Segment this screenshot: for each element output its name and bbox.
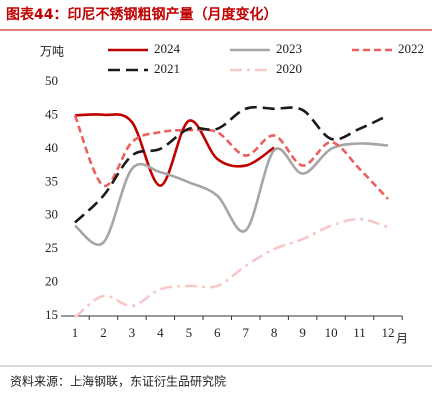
legend-label: 2024	[154, 41, 181, 56]
y-tick-label: 20	[45, 274, 58, 289]
legend-label: 2023	[276, 41, 302, 56]
y-tick-label: 25	[45, 240, 58, 255]
x-tick-label: 4	[157, 325, 164, 340]
x-tick-label: 5	[186, 325, 193, 340]
x-tick-label: 3	[129, 325, 136, 340]
y-unit: 万吨	[40, 45, 64, 59]
series-line	[74, 217, 389, 319]
x-axis-label: 月	[396, 332, 408, 346]
x-tick-label: 6	[214, 325, 221, 340]
x-tick-label: 11	[353, 325, 366, 340]
y-tick-label: 40	[45, 140, 58, 155]
x-tick-label: 8	[271, 325, 278, 340]
source: 资料来源：上海钢联，东证衍生品研究院	[10, 374, 226, 389]
x-tick-label: 10	[325, 325, 338, 340]
x-tick-label: 7	[242, 325, 249, 340]
series-line	[74, 105, 389, 224]
legend-label: 2022	[398, 41, 424, 56]
y-tick-label: 15	[45, 307, 58, 322]
series-line	[73, 114, 389, 200]
x-tick-label: 2	[100, 325, 107, 340]
y-tick-label: 50	[45, 73, 58, 88]
series-line	[74, 142, 389, 246]
legend-label: 2020	[276, 61, 302, 76]
x-tick-label: 1	[72, 325, 79, 340]
chart-title: 图表44：印尼不锈钢粗钢产量（月度变化）	[6, 6, 277, 23]
y-tick-label: 45	[45, 106, 58, 121]
x-tick-label: 9	[299, 325, 306, 340]
x-tick-label: 12	[382, 325, 395, 340]
y-tick-label: 35	[45, 173, 58, 188]
y-tick-label: 30	[45, 207, 58, 222]
legend-label: 2021	[154, 61, 180, 76]
series-line	[74, 113, 275, 187]
